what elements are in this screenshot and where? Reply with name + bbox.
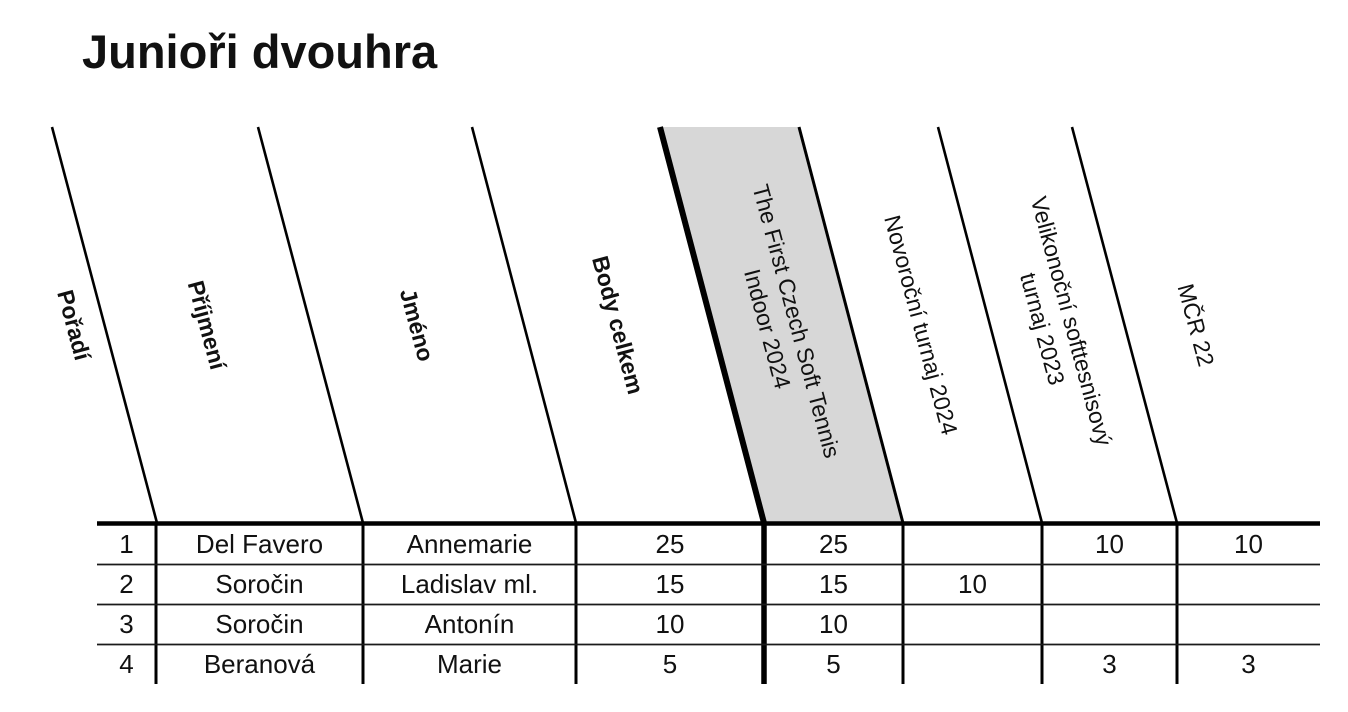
cell-novorocni: 10 <box>958 568 987 599</box>
cell-velikonocni <box>1042 564 1177 604</box>
cell-indoor: 15 <box>819 568 848 599</box>
cell-novorocni <box>903 525 1042 564</box>
cell-rank: 1 <box>119 529 134 559</box>
cell-velikonocni <box>1042 604 1177 644</box>
cell-rank: 2 <box>119 568 134 599</box>
cell-indoor: 10 <box>819 608 848 639</box>
cell-surname: Soročin <box>215 568 304 599</box>
results-table: 1 Del Favero Annemarie 25 25 10 10 2 Sor… <box>97 525 1320 684</box>
page-title: Junioři dvouhra <box>82 25 438 78</box>
cell-indoor: 25 <box>819 529 848 559</box>
cell-firstname: Ladislav ml. <box>400 568 539 599</box>
cell-rank: 4 <box>119 648 134 679</box>
cell-mcr: 10 <box>1234 529 1263 559</box>
cell-velikonocni: 10 <box>1095 529 1124 559</box>
cell-firstname: Marie <box>436 648 502 679</box>
cell-rank: 3 <box>119 608 134 639</box>
cell-velikonocni: 3 <box>1102 648 1117 679</box>
cell-total: 5 <box>662 648 678 679</box>
cell-mcr <box>1177 564 1320 604</box>
cell-total: 15 <box>655 568 685 599</box>
cell-firstname: Annemarie <box>406 529 533 559</box>
cell-surname: Beranová <box>203 648 316 679</box>
cell-novorocni <box>903 644 1042 684</box>
cell-surname: Soročin <box>215 608 304 639</box>
cell-indoor: 5 <box>826 648 841 679</box>
highlight-band <box>660 127 903 523</box>
cell-total: 25 <box>655 529 685 559</box>
cell-mcr: 3 <box>1241 648 1256 679</box>
cell-firstname: Antonín <box>424 608 515 639</box>
cell-novorocni <box>903 604 1042 644</box>
cell-total: 10 <box>655 608 685 639</box>
cell-mcr <box>1177 604 1320 644</box>
cell-surname: Del Favero <box>195 529 324 559</box>
